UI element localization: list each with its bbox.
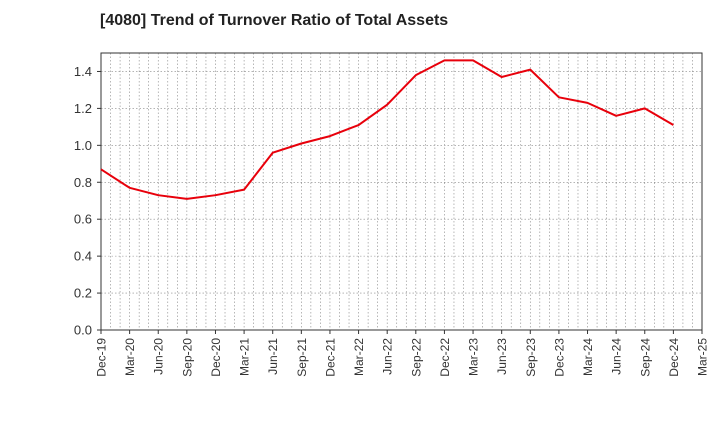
- x-tick-label: Jun-22: [381, 338, 395, 375]
- x-tick-label: Dec-21: [323, 338, 337, 377]
- x-tick-label: Sep-23: [524, 338, 538, 377]
- x-tick-label: Jun-23: [495, 338, 509, 375]
- x-tick-label: Sep-24: [638, 338, 652, 377]
- grid-layer: [101, 53, 702, 330]
- x-tick-label: Dec-23: [552, 338, 566, 377]
- x-tick-label: Jun-20: [152, 338, 166, 375]
- x-tick-label: Sep-21: [295, 338, 309, 377]
- x-tick-label: Dec-24: [667, 338, 681, 377]
- x-tick-label: Sep-20: [180, 338, 194, 377]
- x-tick-label: Mar-24: [581, 338, 595, 376]
- x-tick-label: Jun-24: [610, 338, 624, 375]
- x-tick-label: Mar-23: [467, 338, 481, 376]
- y-tick-label: 1.0: [74, 138, 92, 153]
- y-tick-label: 0.2: [74, 286, 92, 301]
- x-tick-label: Mar-20: [123, 338, 137, 376]
- series-layer: [100, 59, 674, 200]
- x-tick-label: Jun-21: [266, 338, 280, 375]
- y-tick-label: 0.4: [74, 249, 92, 264]
- x-tick-label: Mar-22: [352, 338, 366, 376]
- chart-title: [4080] Trend of Turnover Ratio of Total …: [100, 12, 449, 29]
- y-tick-label: 0.8: [74, 175, 92, 190]
- x-axis: Dec-19 Mar-20 Jun-20 Sep-20 Dec-20 Mar-21 Jun-…: [95, 330, 710, 377]
- y-tick-label: 0.0: [74, 323, 92, 338]
- x-tick-label: Dec-19: [95, 338, 109, 377]
- x-tick-label: Mar-21: [238, 338, 252, 376]
- y-axis: 0.0 0.2 0.4 0.6 0.8 1.0 1.2 1.4: [74, 64, 101, 338]
- plot-frame: [100, 52, 703, 331]
- x-tick-label: Sep-22: [409, 338, 423, 377]
- x-tick-label: Dec-22: [438, 338, 452, 377]
- series-line: [100, 59, 674, 200]
- x-tick-label: Mar-25: [696, 338, 710, 376]
- y-tick-label: 1.2: [74, 101, 92, 116]
- y-tick-label: 1.4: [74, 64, 92, 79]
- y-tick-label: 0.6: [74, 212, 92, 227]
- x-tick-label: Dec-20: [209, 338, 223, 377]
